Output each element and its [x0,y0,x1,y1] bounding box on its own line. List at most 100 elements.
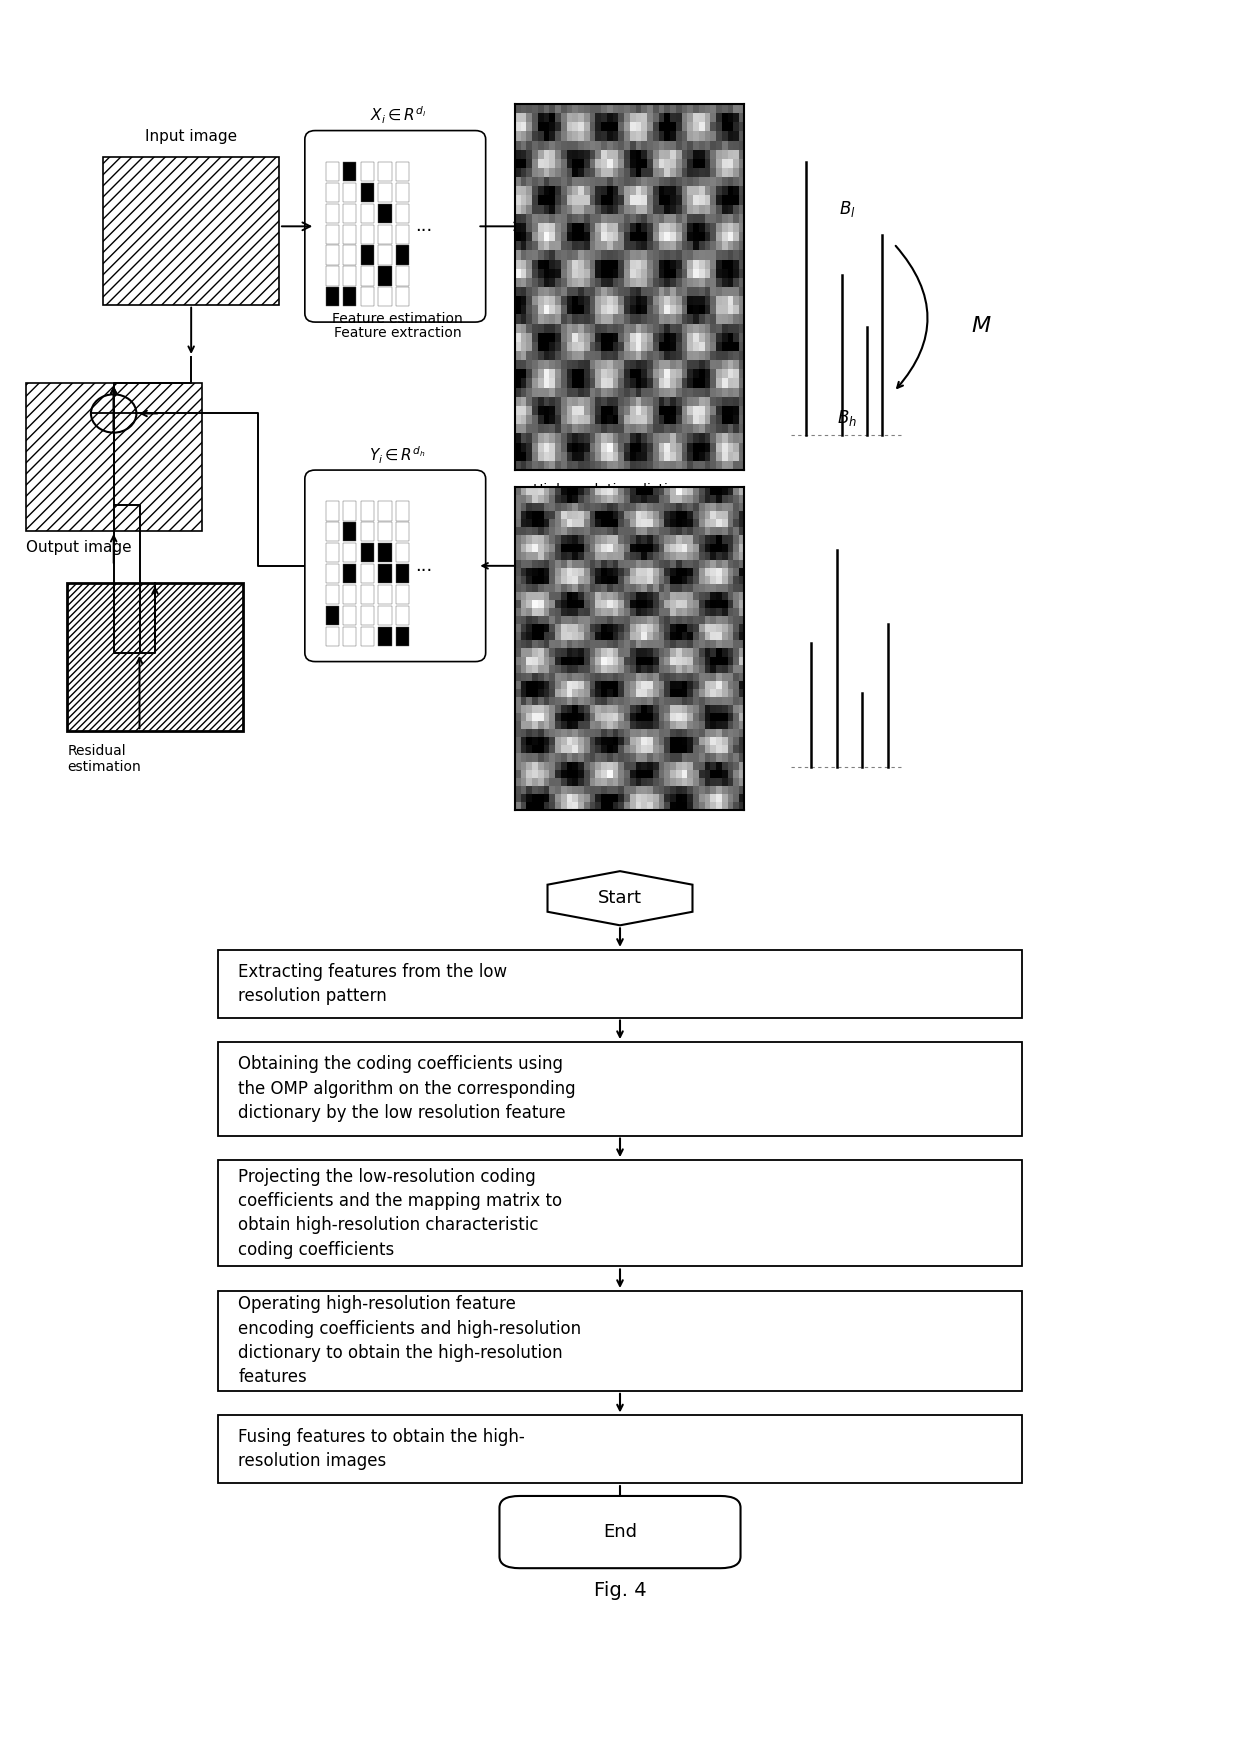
FancyBboxPatch shape [305,131,486,322]
Bar [325,245,339,265]
Bar [361,543,374,562]
Bar [378,225,392,244]
Bar [343,287,357,306]
Bar [343,162,357,181]
Bar [396,162,409,181]
Text: Input image: Input image [145,129,237,143]
FancyBboxPatch shape [305,470,486,662]
FancyBboxPatch shape [218,1160,1022,1266]
Bar [361,287,374,306]
Bar [378,543,392,562]
Bar [343,501,357,521]
Bar [378,245,392,265]
Bar [361,225,374,244]
Bar [361,606,374,625]
Text: $M$: $M$ [971,317,992,336]
Bar [343,564,357,583]
Text: Low resolution dictionary: Low resolution dictionary [533,327,707,341]
Text: $B_l$: $B_l$ [839,198,856,219]
Text: Residual
estimation: Residual estimation [67,745,141,775]
FancyBboxPatch shape [67,583,243,731]
Bar [396,501,409,521]
Bar [378,606,392,625]
Bar [343,183,357,202]
Text: Output image: Output image [26,540,131,555]
Bar [325,564,339,583]
FancyBboxPatch shape [103,157,279,305]
Text: Highresolution dictionary: Highresolution dictionary [533,482,707,498]
Bar [396,204,409,223]
Bar [378,522,392,541]
Bar [396,522,409,541]
Bar [378,183,392,202]
Bar [325,543,339,562]
Bar [361,501,374,521]
Bar [378,501,392,521]
Bar [343,543,357,562]
Bar [343,204,357,223]
Bar [325,627,339,646]
Bar [361,162,374,181]
Bar [325,606,339,625]
Text: $Y_i \in R^{d_h}$: $Y_i \in R^{d_h}$ [370,444,427,465]
Bar [325,204,339,223]
Bar [343,627,357,646]
Text: Feature estimation: Feature estimation [332,312,464,326]
Bar [378,204,392,223]
FancyBboxPatch shape [218,1043,1022,1135]
Bar [396,266,409,286]
Bar [378,162,392,181]
Bar [396,543,409,562]
Bar [361,522,374,541]
Text: Start: Start [598,890,642,907]
Text: Obtaining the coding coefficients using
the OMP algorithm on the corresponding
d: Obtaining the coding coefficients using … [238,1055,575,1121]
Bar [325,585,339,604]
Text: Fig. 3: Fig. 3 [542,778,595,797]
Bar [325,287,339,306]
Bar [396,606,409,625]
FancyBboxPatch shape [26,383,201,531]
Bar [325,501,339,521]
Bar [343,245,357,265]
Bar [325,225,339,244]
Bar [325,162,339,181]
FancyBboxPatch shape [218,951,1022,1017]
Bar [343,522,357,541]
FancyBboxPatch shape [500,1496,740,1569]
Bar [378,564,392,583]
Bar [396,225,409,244]
Text: ...: ... [415,218,433,235]
Bar [396,245,409,265]
Text: Feature extraction: Feature extraction [334,327,461,341]
FancyBboxPatch shape [218,1415,1022,1483]
Text: Fig. 4: Fig. 4 [594,1581,646,1600]
Bar [361,564,374,583]
Bar [361,585,374,604]
Bar [396,627,409,646]
Bar [378,585,392,604]
Polygon shape [548,870,692,924]
Bar [361,266,374,286]
Bar [343,266,357,286]
Bar [343,225,357,244]
Bar [361,245,374,265]
Text: Projecting the low-resolution coding
coefficients and the mapping matrix to
obta: Projecting the low-resolution coding coe… [238,1168,563,1259]
Bar [361,627,374,646]
Text: End: End [603,1523,637,1541]
Text: $B_h$: $B_h$ [837,407,857,428]
FancyBboxPatch shape [218,1290,1022,1391]
Bar [378,287,392,306]
Bar [378,627,392,646]
Bar [325,522,339,541]
Bar [361,204,374,223]
Bar [396,183,409,202]
Bar [396,564,409,583]
Text: ...: ... [415,557,433,575]
Bar [361,183,374,202]
Bar [396,287,409,306]
Text: Fusing features to obtain the high-
resolution images: Fusing features to obtain the high- reso… [238,1428,525,1471]
Text: Extracting features from the low
resolution pattern: Extracting features from the low resolut… [238,963,507,1005]
Text: $X_i \in R^{d_l}$: $X_i \in R^{d_l}$ [370,104,427,125]
Bar [378,266,392,286]
Bar [343,606,357,625]
